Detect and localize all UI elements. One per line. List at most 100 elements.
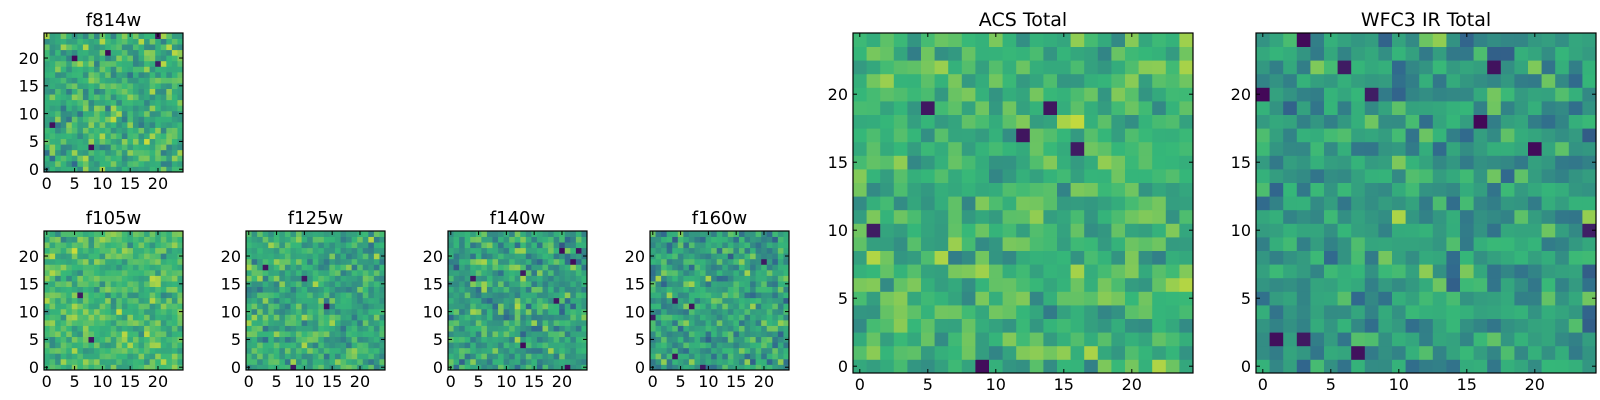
heatmap-cell [301, 353, 308, 360]
heatmap-cell [1043, 264, 1058, 279]
heatmap-cell [246, 258, 252, 265]
heatmap-cell [373, 258, 380, 265]
heatmap-cell [127, 353, 134, 360]
heatmap-cell [1043, 87, 1058, 102]
heatmap-cell [284, 231, 291, 237]
heatmap-cell [1337, 196, 1352, 211]
heatmap-cell [448, 242, 454, 249]
heatmap-cell [453, 331, 460, 338]
heatmap-cell [1070, 209, 1085, 224]
heatmap-cell [464, 286, 471, 293]
heatmap-cell [542, 236, 549, 243]
heatmap-cell [82, 281, 89, 287]
heatmap-cell [351, 258, 358, 265]
heatmap-cell [575, 347, 582, 354]
heatmap-cell [132, 281, 139, 287]
heatmap-cell [1324, 155, 1338, 170]
heatmap-cell [138, 155, 145, 162]
heatmap-cell [1097, 128, 1112, 143]
heatmap-cell [351, 275, 358, 282]
heatmap-cell [312, 325, 319, 332]
heatmap-cell [1125, 169, 1139, 183]
heatmap-cell [346, 336, 353, 343]
heatmap-cell [171, 121, 178, 128]
heatmap-cell [1296, 291, 1311, 306]
heatmap-cell [514, 258, 521, 265]
heatmap-cell [672, 275, 679, 282]
heatmap-cell [362, 264, 369, 271]
y-tick-label: 0 [1241, 357, 1251, 376]
heatmap-cell [99, 38, 106, 45]
heatmap-cell [1152, 277, 1167, 292]
heatmap-cell [357, 331, 364, 338]
heatmap-cell [750, 325, 757, 332]
heatmap-cell [750, 347, 757, 354]
heatmap-cell [1419, 237, 1434, 251]
heatmap-cell [1296, 46, 1311, 61]
heatmap-cell [1487, 223, 1502, 238]
heatmap-cell [453, 231, 460, 237]
heatmap-cell [509, 303, 516, 310]
heatmap-cell [1179, 359, 1194, 374]
heatmap-cell [155, 83, 162, 89]
heatmap-cell [542, 314, 549, 321]
heatmap-cell [60, 264, 67, 271]
heatmap-cell [761, 281, 768, 287]
heatmap-cell [727, 236, 734, 243]
heatmap-cell [694, 303, 701, 310]
heatmap-cell [1310, 60, 1325, 75]
heatmap-cell [1152, 209, 1167, 224]
heatmap-cell [711, 231, 718, 237]
heatmap-cell [448, 314, 454, 321]
heatmap-cell [448, 325, 454, 332]
heatmap-cell [536, 336, 543, 343]
heatmap-cell [246, 303, 252, 310]
heatmap-cell [171, 336, 178, 343]
heatmap-cell [1541, 277, 1556, 292]
heatmap-cell [82, 297, 89, 304]
heatmap-cell [346, 264, 353, 271]
heatmap-cell [1541, 196, 1556, 211]
heatmap-cell [82, 236, 89, 243]
heatmap-cell [318, 303, 325, 310]
heatmap-cell [475, 258, 482, 265]
heatmap-cell [1097, 291, 1112, 306]
heatmap-cell [121, 55, 128, 62]
heatmap-cell [1029, 318, 1044, 333]
heatmap-cell [1392, 60, 1406, 75]
heatmap-cell [121, 105, 128, 112]
heatmap-cell [1351, 101, 1366, 115]
heatmap-cell [514, 364, 521, 371]
heatmap-cell [323, 314, 330, 321]
heatmap-cell [1138, 305, 1153, 319]
heatmap-cell [144, 116, 151, 123]
heatmap-cell [1269, 250, 1284, 265]
heatmap-cell [1002, 101, 1017, 115]
heatmap-cell [1310, 209, 1325, 224]
heatmap-cell [564, 253, 571, 260]
heatmap-cell [766, 308, 773, 315]
heatmap-cell [655, 297, 662, 304]
heatmap-cell [44, 247, 50, 254]
heatmap-cell [1111, 264, 1126, 279]
heatmap-cell [257, 247, 264, 254]
heatmap-cell [761, 358, 768, 365]
heatmap-cell [1460, 237, 1474, 251]
heatmap-cell [1528, 345, 1542, 360]
heatmap-cell [329, 281, 336, 287]
heatmap-cell [55, 71, 62, 78]
heatmap-cell [279, 247, 286, 254]
heatmap-cell [1364, 305, 1379, 319]
heatmap-cell [722, 269, 729, 276]
heatmap-cell [1582, 250, 1597, 265]
heatmap-cell [357, 242, 364, 249]
heatmap-cell [110, 358, 117, 365]
heatmap-cell [262, 264, 269, 271]
heatmap-cell [144, 353, 151, 360]
heatmap-cell [166, 331, 173, 338]
heatmap-cell [666, 347, 673, 354]
heatmap-cell [1473, 101, 1488, 115]
y-tick-label: 15 [423, 275, 443, 294]
heatmap-cell [1487, 209, 1502, 224]
heatmap-cell [711, 353, 718, 360]
